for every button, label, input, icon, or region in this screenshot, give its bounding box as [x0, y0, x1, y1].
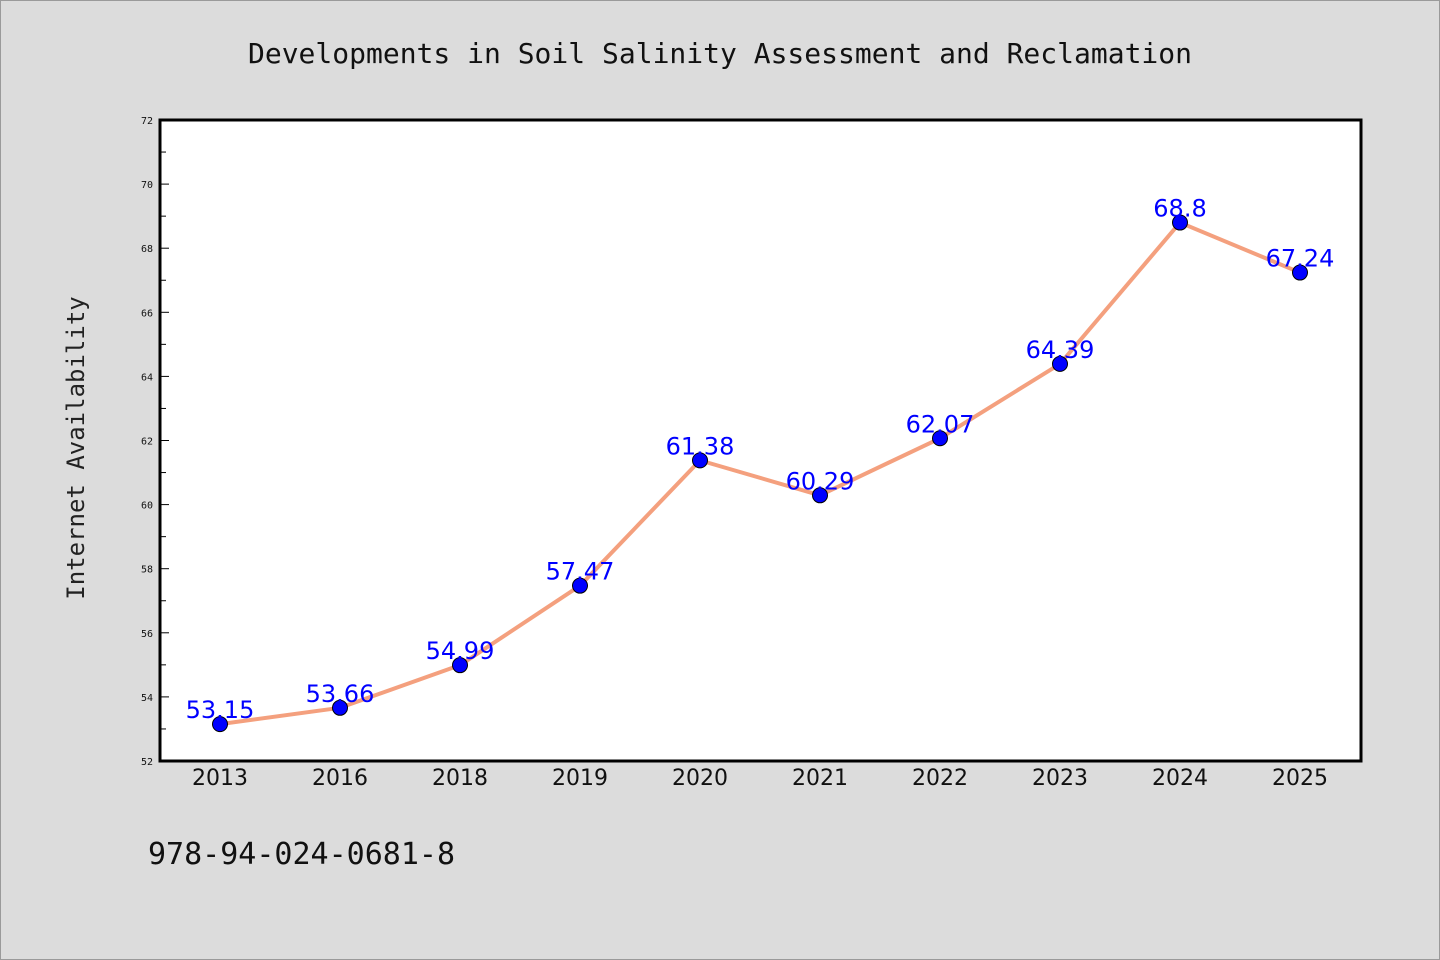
data-point [572, 577, 588, 594]
y-tick-label: 62 [141, 437, 153, 448]
plot-border [158, 118, 1363, 763]
x-axis-ticks: 2013 2016 2018 2019 2020 2021 2022 2023 2024 2025 [192, 766, 1328, 791]
x-tick-label: 2020 [672, 766, 728, 791]
plot-area [160, 120, 1361, 761]
series-line-group [218, 220, 1302, 727]
y-tick-label: 52 [141, 757, 153, 768]
chart-title: Developments in Soil Salinity Assessment… [248, 37, 1192, 70]
data-point [1052, 355, 1068, 372]
x-tick-label: 2019 [552, 766, 608, 791]
x-tick-label: 2024 [1152, 766, 1208, 791]
data-point [692, 452, 708, 469]
y-tick-label: 54 [141, 693, 153, 704]
x-tick-label: 2018 [432, 766, 488, 791]
data-label: 62.07 [906, 410, 975, 438]
data-markers [212, 214, 1308, 733]
data-label: 67.24 [1266, 245, 1335, 273]
isbn-footer: 978-94-024-0681-8 [148, 837, 455, 872]
x-tick-label: 2021 [792, 766, 848, 791]
y-tick-label: 64 [141, 372, 153, 383]
x-tick-label: 2013 [192, 766, 248, 791]
data-label: 53.66 [306, 680, 375, 708]
data-point [1292, 264, 1308, 281]
data-label: 64.39 [1026, 336, 1095, 364]
data-label: 68.8 [1153, 195, 1206, 223]
x-tick-label: 2025 [1272, 766, 1328, 791]
y-tick-label: 68 [141, 244, 153, 255]
data-label: 53.15 [186, 696, 255, 724]
y-axis-label: Internet Availability [62, 296, 90, 599]
y-tick-label: 56 [141, 629, 153, 640]
data-point [452, 657, 468, 674]
y-tick-label: 60 [141, 501, 153, 512]
y-tick-label: 70 [141, 180, 153, 191]
data-point [812, 487, 828, 504]
data-label: 60.29 [786, 467, 855, 495]
data-point [332, 699, 348, 716]
x-tick-label: 2016 [312, 766, 368, 791]
data-labels: 53.15 53.66 54.99 57.47 61.38 60.29 62.07 64.39… [186, 195, 1335, 725]
data-point [212, 716, 228, 733]
x-tick-label: 2022 [912, 766, 968, 791]
x-tick-label: 2023 [1032, 766, 1088, 791]
series-line [218, 220, 1302, 727]
data-point [1172, 214, 1188, 231]
y-tick-label: 58 [141, 565, 153, 576]
data-label: 61.38 [666, 432, 735, 460]
y-tick-label: 66 [141, 308, 153, 319]
data-label: 54.99 [426, 637, 495, 665]
data-point [932, 430, 948, 447]
y-tick-label: 72 [141, 116, 153, 127]
data-label: 57.47 [546, 558, 615, 586]
